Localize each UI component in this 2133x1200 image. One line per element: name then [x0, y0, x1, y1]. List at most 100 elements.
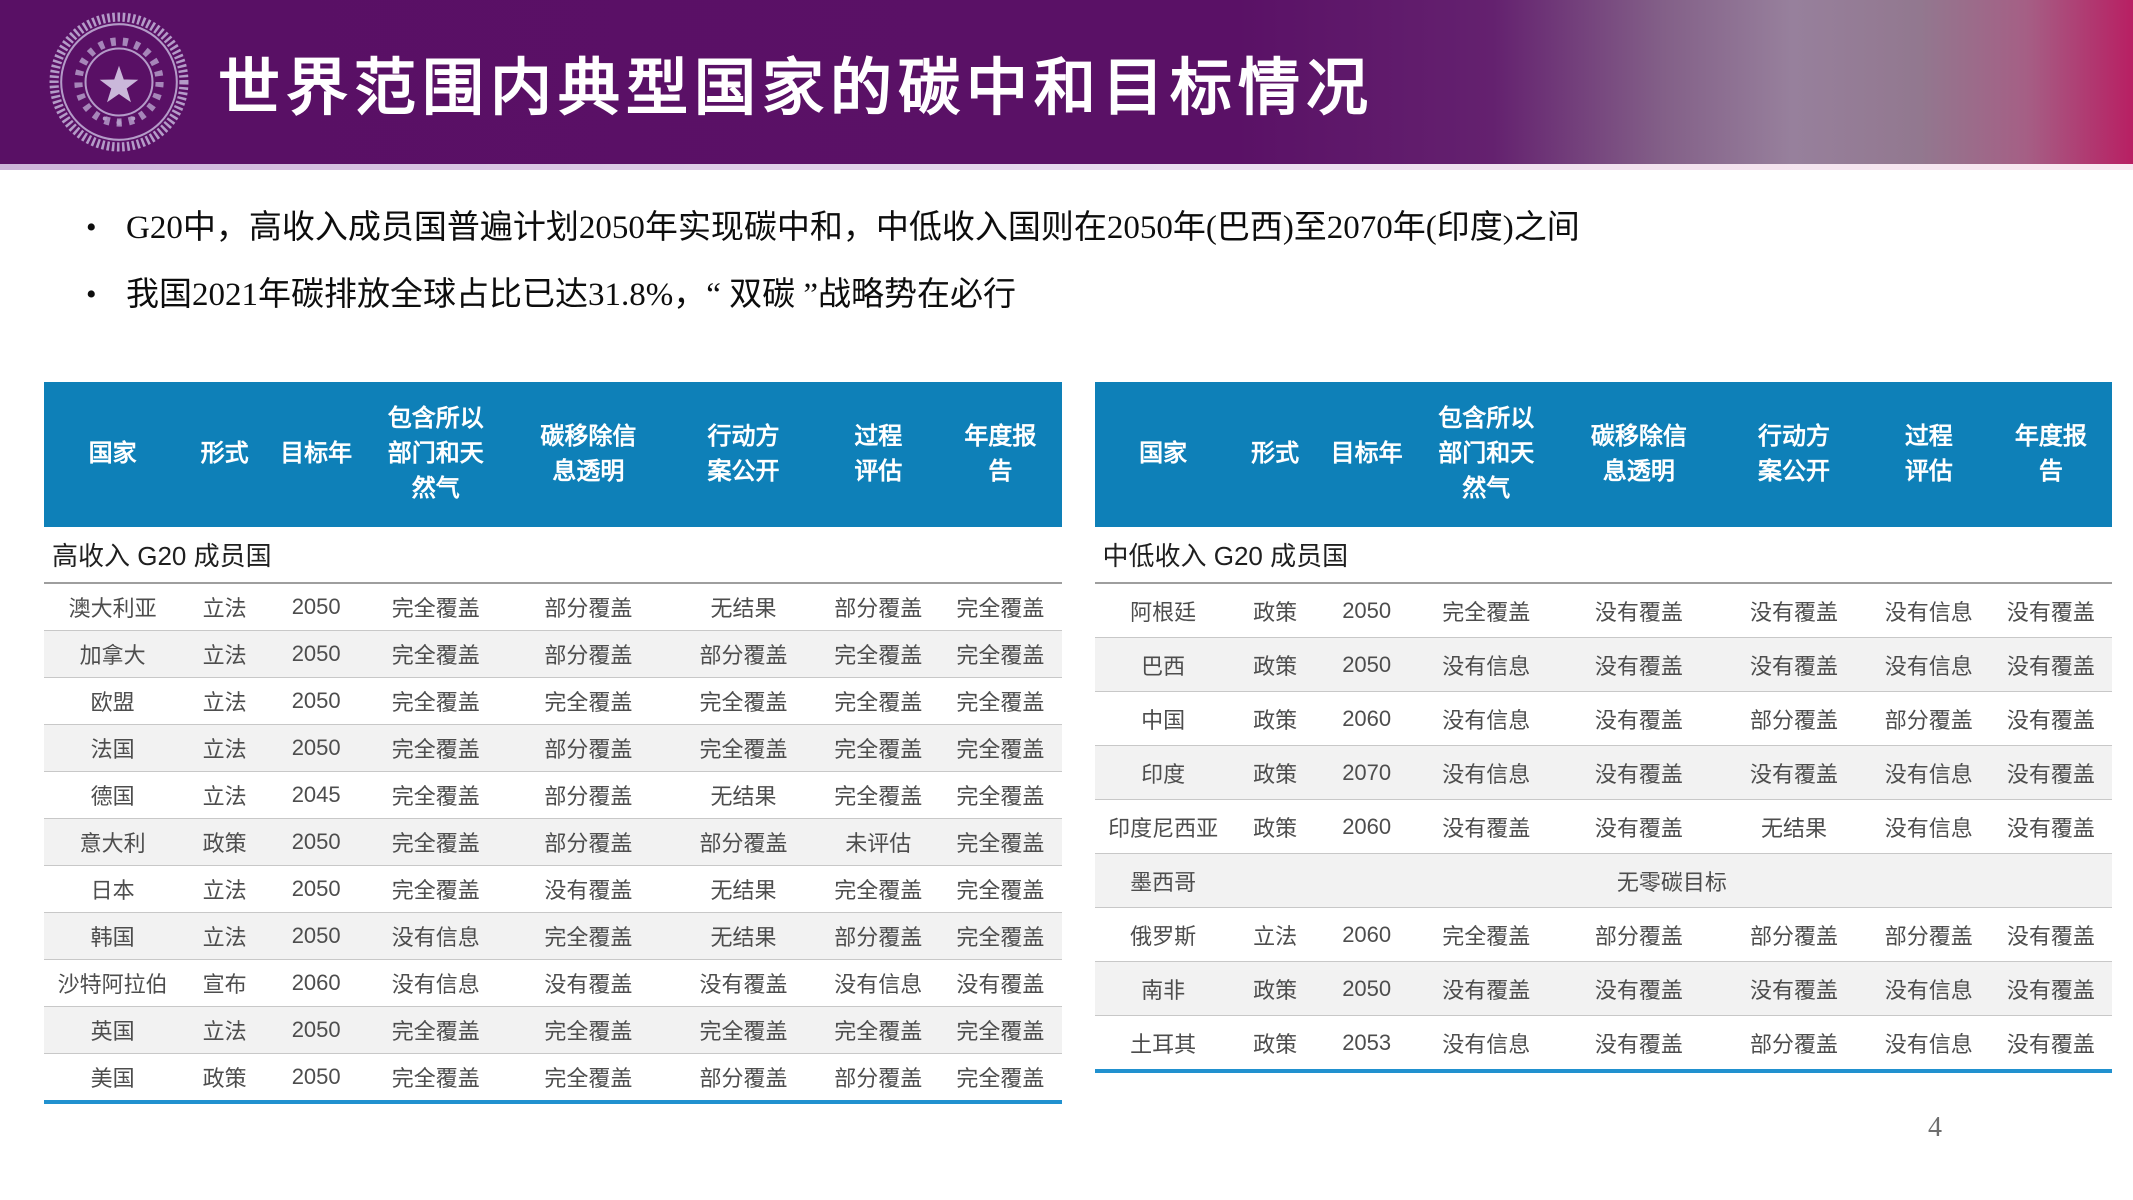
table-row: 阿根廷 政策 2050 完全覆盖 没有覆盖 没有覆盖 没有信息 没有覆盖 — [1094, 583, 2112, 638]
value-cell: 政策 — [181, 818, 268, 866]
value-cell: 完全覆盖 — [364, 724, 507, 772]
value-cell: 2050 — [1318, 637, 1415, 692]
table-row: 意大利 政策 2050 完全覆盖 部分覆盖 部分覆盖 未评估 完全覆盖 — [44, 818, 1062, 866]
value-cell: 2050 — [267, 818, 365, 866]
value-cell: 完全覆盖 — [939, 630, 1062, 678]
column-header: 年度报 告 — [1989, 382, 2112, 527]
bullet-list: G20中，高收入成员国普遍计划2050年实现碳中和，中低收入国则在2050年(巴… — [78, 208, 1580, 343]
value-cell: 没有信息 — [1867, 637, 1990, 692]
country-cell: 巴西 — [1094, 637, 1232, 692]
value-cell: 2060 — [1318, 691, 1415, 746]
country-cell: 墨西哥 — [1094, 853, 1232, 908]
country-cell: 法国 — [44, 724, 182, 772]
value-cell: 没有覆盖 — [1557, 637, 1721, 692]
column-header: 碳移除信 息透明 — [1557, 382, 1721, 527]
country-cell: 中国 — [1094, 691, 1232, 746]
value-cell: 2060 — [1318, 799, 1415, 854]
header-row: 国家 形式 目标年 包含所以 部门和天 然气 碳移除信 息透明 行动方 案公开 过程 评估年… — [44, 382, 1062, 527]
value-cell: 2050 — [267, 677, 365, 725]
value-cell: 部分覆盖 — [669, 630, 818, 678]
table-mid-low-income-g20: 国家 形式 目标年 包含所以 部门和天 然气 碳移除信 息透明 行动方 案公开 过程 评估年… — [1094, 382, 2112, 1073]
value-cell: 无结果 — [669, 771, 818, 819]
column-header: 行动方 案公开 — [669, 382, 818, 527]
value-cell: 完全覆盖 — [939, 771, 1062, 819]
country-cell: 意大利 — [44, 818, 182, 866]
value-cell: 宣布 — [181, 959, 268, 1007]
value-cell: 政策 — [1231, 961, 1319, 1016]
value-cell: 部分覆盖 — [1749, 1031, 1838, 1057]
value-cell: 没有覆盖 — [1720, 583, 1868, 638]
value-cell: 完全覆盖 — [364, 818, 507, 866]
table-row: 印度 政策 2070 没有信息 没有覆盖 没有覆盖 没有信息 没有覆盖 — [1094, 745, 2112, 800]
table-row: 法国 立法 2050 完全覆盖 部分覆盖 完全覆盖 完全覆盖 完全覆盖 — [44, 724, 1062, 772]
section-header-row: 高收入 G20 成员国 — [44, 527, 1062, 584]
value-cell: 完全覆盖 — [669, 1006, 818, 1054]
value-cell: 没有信息 — [1867, 961, 1990, 1016]
country-cell: 印度尼西亚 — [1094, 799, 1232, 854]
value-cell: 没有信息 — [1867, 583, 1990, 638]
section-header: 高收入 G20 成员国 — [44, 527, 1062, 584]
value-cell: 没有信息 — [1442, 1031, 1531, 1057]
value-cell: 没有覆盖 — [1720, 961, 1868, 1016]
value-cell: 2050 — [291, 1064, 341, 1089]
column-header: 年度报 告 — [939, 382, 1062, 527]
value-cell: 没有信息 — [1415, 745, 1558, 800]
value-cell: 完全覆盖 — [939, 1006, 1062, 1054]
value-cell: 没有覆盖 — [1557, 745, 1721, 800]
value-cell: 政策 — [1231, 745, 1319, 800]
country-cell: 加拿大 — [44, 630, 182, 678]
value-cell: 部分覆盖 — [1720, 907, 1868, 962]
country-cell: 俄罗斯 — [1094, 907, 1232, 962]
value-cell: 完全覆盖 — [956, 1066, 1045, 1091]
country-cell: 南非 — [1094, 961, 1232, 1016]
value-cell: 没有覆盖 — [1557, 691, 1721, 746]
column-header: 形式 — [1231, 382, 1319, 527]
value-cell: 政策 — [1231, 583, 1319, 638]
table-row: 沙特阿拉伯 宣布 2060 没有信息 没有覆盖 没有覆盖 没有信息 没有覆盖 — [44, 959, 1062, 1007]
value-cell: 没有信息 — [817, 959, 940, 1007]
value-cell: 立法 — [181, 912, 268, 960]
column-header: 包含所以 部门和天 然气 — [1415, 382, 1558, 527]
value-cell: 2060 — [1318, 907, 1415, 962]
value-cell: 没有覆盖 — [1720, 745, 1868, 800]
value-cell: 部分覆盖 — [506, 818, 670, 866]
value-cell: 没有信息 — [364, 912, 507, 960]
value-cell: 立法 — [181, 630, 268, 678]
value-cell: 完全覆盖 — [1415, 583, 1558, 638]
value-cell: 2050 — [267, 583, 365, 631]
value-cell: 没有覆盖 — [1989, 583, 2112, 638]
value-cell: 没有信息 — [1867, 745, 1990, 800]
value-cell: 没有覆盖 — [1989, 637, 2112, 692]
value-cell: 2053 — [1342, 1029, 1392, 1055]
value-cell: 没有信息 — [364, 959, 507, 1007]
bullet-item-1: G20中，高收入成员国普遍计划2050年实现碳中和，中低收入国则在2050年(巴… — [78, 208, 1580, 249]
country-cell: 沙特阿拉伯 — [44, 959, 182, 1007]
value-cell: 完全覆盖 — [364, 1006, 507, 1054]
value-cell: 没有覆盖 — [1989, 961, 2112, 1016]
value-cell: 没有覆盖 — [1720, 637, 1868, 692]
page-title: 世界范围内典型国家的碳中和目标情况 — [218, 54, 1375, 123]
country-cell: 阿根廷 — [1094, 583, 1232, 638]
country-cell: 印度 — [1094, 745, 1232, 800]
value-cell: 完全覆盖 — [817, 771, 940, 819]
value-cell: 没有信息 — [1867, 799, 1990, 854]
column-header: 碳移除信 息透明 — [506, 382, 670, 527]
value-cell: 无结果 — [1720, 799, 1868, 854]
value-cell: 完全覆盖 — [939, 865, 1062, 913]
column-header: 形式 — [181, 382, 268, 527]
value-cell: 部分覆盖 — [506, 771, 670, 819]
value-cell: 没有覆盖 — [1989, 745, 2112, 800]
country-cell: 英国 — [44, 1006, 182, 1054]
table-row: 欧盟 立法 2050 完全覆盖 完全覆盖 完全覆盖 完全覆盖 完全覆盖 — [44, 677, 1062, 725]
table-row: 澳大利亚 立法 2050 完全覆盖 部分覆盖 无结果 部分覆盖 完全覆盖 — [44, 583, 1062, 631]
value-cell: 完全覆盖 — [391, 1066, 480, 1091]
tables-area: 国家 形式 目标年 包含所以 部门和天 然气 碳移除信 息透明 行动方 案公开 过程 评估年… — [44, 382, 2112, 1104]
value-cell: 没有覆盖 — [1989, 799, 2112, 854]
value-cell: 部分覆盖 — [506, 630, 670, 678]
value-cell: 政策 — [1253, 1031, 1298, 1057]
g20-carbon-target-table: 国家 形式 目标年 包含所以 部门和天 然气 碳移除信 息透明 行动方 案公开 过程 评估年… — [44, 382, 1062, 1104]
header-row: 国家 形式 目标年 包含所以 部门和天 然气 碳移除信 息透明 行动方 案公开 过程 评估年… — [1094, 382, 2112, 527]
value-cell: 没有覆盖 — [1557, 961, 1721, 1016]
university-seal-icon — [48, 11, 190, 153]
value-cell: 完全覆盖 — [669, 677, 818, 725]
